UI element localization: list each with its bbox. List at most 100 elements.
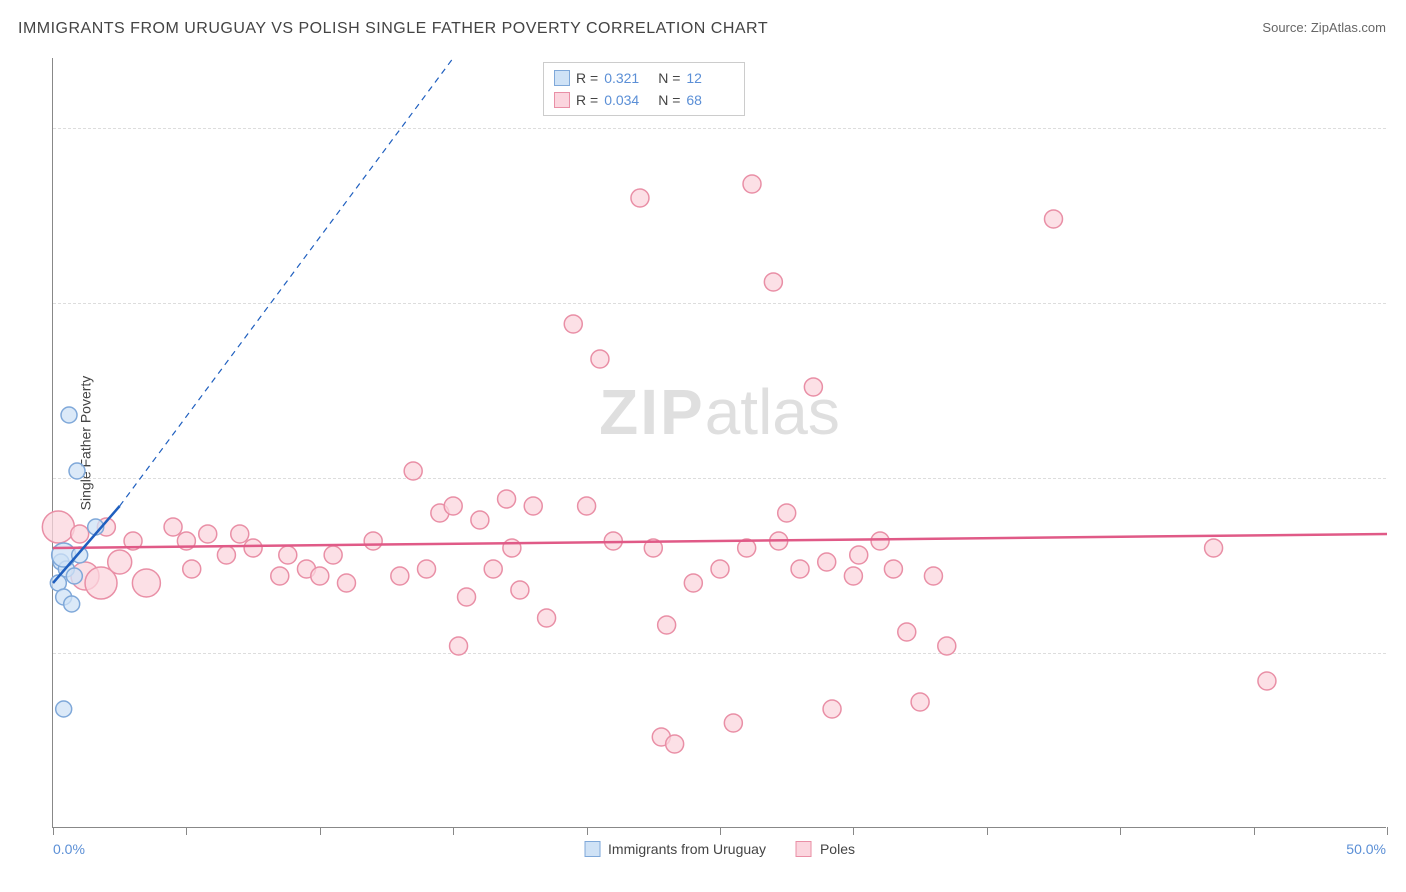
data-point	[884, 560, 902, 578]
n-value-uruguay: 12	[686, 67, 734, 89]
legend-item-poles: Poles	[796, 841, 855, 857]
swatch-uruguay-icon	[584, 841, 600, 857]
n-value-poles: 68	[686, 89, 734, 111]
data-point	[337, 574, 355, 592]
x-tick	[987, 827, 988, 835]
data-point	[524, 497, 542, 515]
swatch-poles-icon	[796, 841, 812, 857]
x-axis-max-label: 50.0%	[1346, 841, 1386, 857]
legend-label-uruguay: Immigrants from Uruguay	[608, 841, 766, 857]
n-label-poles: N =	[658, 89, 680, 111]
chart-title: IMMIGRANTS FROM URUGUAY VS POLISH SINGLE…	[18, 20, 768, 38]
data-point	[844, 567, 862, 585]
data-point	[1258, 672, 1276, 690]
x-tick	[186, 827, 187, 835]
plot-area: Single Father Poverty 12.5%25.0%37.5%50.…	[52, 58, 1386, 828]
data-point	[217, 546, 235, 564]
r-value-uruguay: 0.321	[604, 67, 652, 89]
data-point	[1045, 210, 1063, 228]
data-point	[764, 273, 782, 291]
y-tick-label: 37.5%	[1391, 296, 1406, 312]
x-axis-min-label: 0.0%	[53, 841, 85, 857]
data-point	[450, 637, 468, 655]
data-point	[1205, 539, 1223, 557]
data-point	[279, 546, 297, 564]
legend-label-poles: Poles	[820, 841, 855, 857]
data-point	[871, 532, 889, 550]
data-point	[108, 550, 132, 574]
correlation-legend: R = 0.321 N = 12 R = 0.034 N = 68	[543, 62, 745, 116]
data-point	[42, 511, 74, 543]
data-point	[631, 189, 649, 207]
data-point	[743, 175, 761, 193]
data-point	[511, 581, 529, 599]
data-point	[244, 539, 262, 557]
data-point	[61, 407, 77, 423]
x-tick	[453, 827, 454, 835]
x-tick	[587, 827, 588, 835]
data-point	[684, 574, 702, 592]
data-point	[804, 378, 822, 396]
data-point	[791, 560, 809, 578]
data-point	[444, 497, 462, 515]
y-tick-label: 12.5%	[1391, 646, 1406, 662]
legend-row-uruguay: R = 0.321 N = 12	[554, 67, 734, 89]
source-attribution: Source: ZipAtlas.com	[1262, 20, 1386, 35]
data-point	[666, 735, 684, 753]
data-point	[564, 315, 582, 333]
data-point	[183, 560, 201, 578]
source-name: ZipAtlas.com	[1311, 20, 1386, 35]
data-point	[778, 504, 796, 522]
data-point	[199, 525, 217, 543]
swatch-poles	[554, 92, 570, 108]
data-point	[418, 560, 436, 578]
x-tick	[320, 827, 321, 835]
data-point	[391, 567, 409, 585]
data-point	[164, 518, 182, 536]
x-tick	[853, 827, 854, 835]
data-point	[898, 623, 916, 641]
chart-container: IMMIGRANTS FROM URUGUAY VS POLISH SINGLE…	[0, 0, 1406, 892]
data-point	[850, 546, 868, 564]
x-tick	[1120, 827, 1121, 835]
scatter-svg	[53, 58, 1386, 827]
data-point	[66, 568, 82, 584]
data-point	[311, 567, 329, 585]
data-point	[924, 567, 942, 585]
data-point	[578, 497, 596, 515]
data-point	[132, 569, 160, 597]
r-label-uruguay: R =	[576, 67, 598, 89]
source-label: Source:	[1262, 20, 1307, 35]
series-legend: Immigrants from Uruguay Poles	[584, 841, 855, 857]
x-tick	[720, 827, 721, 835]
data-point	[56, 701, 72, 717]
y-tick-label: 25.0%	[1391, 471, 1406, 487]
data-point	[404, 462, 422, 480]
data-point	[911, 693, 929, 711]
data-point	[64, 596, 80, 612]
data-point	[324, 546, 342, 564]
data-point	[711, 560, 729, 578]
data-point	[458, 588, 476, 606]
data-point	[658, 616, 676, 634]
data-point	[938, 637, 956, 655]
legend-row-poles: R = 0.034 N = 68	[554, 89, 734, 111]
data-point	[818, 553, 836, 571]
data-point	[69, 463, 85, 479]
r-label-poles: R =	[576, 89, 598, 111]
r-value-poles: 0.034	[604, 89, 652, 111]
data-point	[231, 525, 249, 543]
legend-item-uruguay: Immigrants from Uruguay	[584, 841, 766, 857]
x-tick	[1387, 827, 1388, 835]
data-point	[484, 560, 502, 578]
data-point	[724, 714, 742, 732]
data-point	[591, 350, 609, 368]
x-tick	[1254, 827, 1255, 835]
y-tick-label: 50.0%	[1391, 121, 1406, 137]
data-point	[72, 547, 88, 563]
data-point	[538, 609, 556, 627]
data-point	[498, 490, 516, 508]
data-point	[471, 511, 489, 529]
data-point	[503, 539, 521, 557]
data-point	[271, 567, 289, 585]
